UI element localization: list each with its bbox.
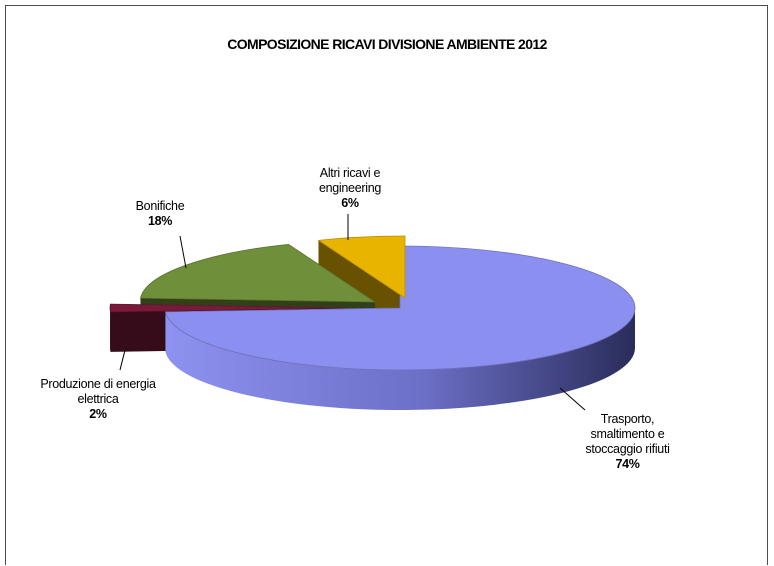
slice-label-trasporto: Trasporto, smaltimento e stoccaggio rifi… xyxy=(585,412,670,471)
slice-label-bonifiche: Bonifiche 18% xyxy=(135,199,185,228)
slice-label-produzione: Produzione di energia elettrica 2% xyxy=(40,377,156,421)
slice-label-altri: Altri ricavi e engineering 6% xyxy=(318,166,382,210)
slice-trasporto xyxy=(164,245,636,371)
slice-produzione xyxy=(109,303,346,313)
slice-altri xyxy=(317,235,406,299)
chart-title: COMPOSIZIONE RICAVI DIVISIONE AMBIENTE 2… xyxy=(227,36,547,52)
slice-trasporto-side xyxy=(165,308,635,410)
